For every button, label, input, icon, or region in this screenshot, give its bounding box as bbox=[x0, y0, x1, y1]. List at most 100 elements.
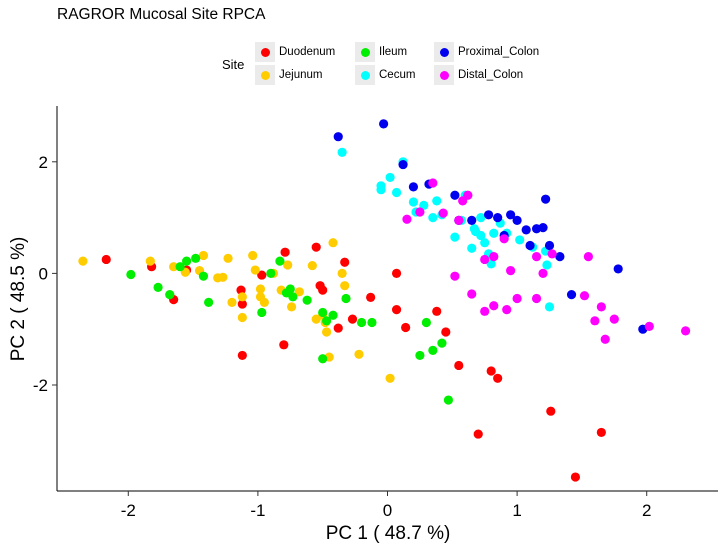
data-point-jejunum bbox=[227, 297, 237, 308]
data-point-proximal-colon bbox=[398, 159, 408, 170]
legend-item-jejunum: Jejunum bbox=[255, 65, 322, 85]
data-point-proximal-colon bbox=[483, 210, 494, 220]
legend-label: Jejunum bbox=[279, 69, 323, 81]
data-point-cecum bbox=[476, 212, 486, 223]
data-point-cecum bbox=[419, 200, 429, 210]
data-point-distal-colon bbox=[506, 266, 516, 276]
data-point-jejunum bbox=[337, 268, 347, 278]
legend-title: Site bbox=[222, 57, 245, 72]
data-point-ileum bbox=[275, 256, 285, 266]
data-point-ileum bbox=[266, 268, 276, 278]
data-point-cecum bbox=[376, 181, 386, 191]
data-point-ileum bbox=[437, 338, 447, 348]
data-point-cecum bbox=[467, 243, 477, 253]
data-point-duodenum bbox=[391, 268, 402, 278]
data-point-ileum bbox=[318, 307, 328, 318]
data-point-distal-colon bbox=[680, 326, 691, 336]
data-point-ileum bbox=[285, 284, 295, 294]
data-point-ileum bbox=[328, 310, 338, 320]
data-point-duodenum bbox=[493, 373, 503, 383]
legend-label: Cecum bbox=[379, 69, 416, 81]
data-point-ileum bbox=[182, 256, 192, 266]
data-point-jejunum bbox=[307, 260, 317, 271]
data-point-duodenum bbox=[237, 350, 247, 361]
data-point-distal-colon bbox=[579, 291, 590, 301]
legend-item-ileum: Ileum bbox=[355, 42, 407, 62]
data-point-distal-colon bbox=[463, 190, 473, 200]
data-point-duodenum bbox=[596, 427, 606, 438]
data-point-duodenum bbox=[546, 406, 556, 416]
legend-key bbox=[355, 65, 375, 85]
data-point-ileum bbox=[302, 295, 312, 305]
data-point-ileum bbox=[321, 316, 332, 326]
data-point-proximal-colon bbox=[467, 215, 477, 225]
data-point-jejunum bbox=[259, 297, 269, 308]
legend-label: Distal_Colon bbox=[458, 69, 524, 81]
data-point-cecum bbox=[486, 259, 496, 269]
data-point-distal-colon bbox=[428, 178, 438, 188]
data-point-ileum bbox=[257, 307, 267, 318]
data-point-distal-colon bbox=[402, 214, 412, 224]
data-point-duodenum bbox=[101, 254, 111, 265]
legend-dot-icon bbox=[260, 47, 270, 57]
data-point-ileum bbox=[443, 395, 454, 405]
data-point-ileum bbox=[356, 317, 367, 328]
legend-item-duodenum: Duodenum bbox=[255, 42, 335, 62]
legend-key bbox=[434, 65, 454, 85]
data-point-duodenum bbox=[570, 472, 581, 482]
legend-dot-icon bbox=[360, 47, 370, 57]
x-tick-label: 0 bbox=[383, 501, 392, 520]
data-point-proximal-colon bbox=[538, 223, 548, 233]
legend-key bbox=[434, 42, 454, 62]
data-point-distal-colon bbox=[644, 321, 654, 331]
data-point-distal-colon bbox=[502, 305, 512, 315]
data-point-duodenum bbox=[347, 314, 358, 324]
data-point-distal-colon bbox=[512, 293, 522, 304]
data-point-distal-colon bbox=[438, 208, 448, 218]
data-point-ileum bbox=[318, 354, 328, 364]
data-point-ileum bbox=[428, 345, 438, 355]
data-point-cecum bbox=[480, 238, 490, 248]
data-point-ileum bbox=[198, 271, 209, 281]
legend-label: Ileum bbox=[379, 46, 408, 58]
data-point-duodenum bbox=[391, 305, 402, 315]
data-point-duodenum bbox=[311, 242, 321, 252]
data-point-proximal-colon bbox=[450, 190, 460, 200]
legend-item-cecum: Cecum bbox=[355, 65, 415, 85]
data-point-distal-colon bbox=[499, 234, 509, 244]
data-point-proximal-colon bbox=[521, 225, 531, 235]
chart-title: RAGROR Mucosal Site RPCA bbox=[57, 6, 266, 23]
data-point-ileum bbox=[421, 317, 431, 328]
data-point-jejunum bbox=[169, 262, 179, 272]
data-point-jejunum bbox=[354, 349, 364, 359]
legend-key bbox=[255, 65, 275, 85]
data-point-cecum bbox=[544, 302, 555, 312]
data-point-duodenum bbox=[333, 323, 343, 333]
x-tick-label: 1 bbox=[512, 501, 521, 520]
data-point-jejunum bbox=[283, 260, 293, 270]
legend-key bbox=[355, 42, 375, 62]
data-point-ileum bbox=[415, 350, 425, 361]
data-point-distal-colon bbox=[467, 289, 477, 299]
y-tick-label: 0 bbox=[39, 264, 48, 283]
data-point-proximal-colon bbox=[408, 182, 419, 192]
y-tick-label: 2 bbox=[39, 153, 48, 172]
data-point-cecum bbox=[432, 196, 442, 206]
data-point-cecum bbox=[515, 235, 525, 245]
data-point-ileum bbox=[191, 253, 201, 263]
data-point-jejunum bbox=[385, 373, 395, 383]
data-point-ileum bbox=[126, 269, 136, 280]
data-point-jejunum bbox=[340, 281, 350, 291]
data-point-duodenum bbox=[473, 429, 483, 439]
data-point-duodenum bbox=[454, 360, 464, 371]
data-point-distal-colon bbox=[480, 254, 490, 265]
data-point-distal-colon bbox=[480, 306, 490, 316]
data-point-jejunum bbox=[248, 250, 258, 261]
legend-label: Duodenum bbox=[279, 46, 336, 58]
data-point-duodenum bbox=[257, 270, 267, 280]
data-point-ileum bbox=[165, 289, 175, 300]
data-point-ileum bbox=[153, 282, 163, 292]
data-point-duodenum bbox=[280, 247, 290, 257]
data-point-distal-colon bbox=[583, 252, 593, 262]
